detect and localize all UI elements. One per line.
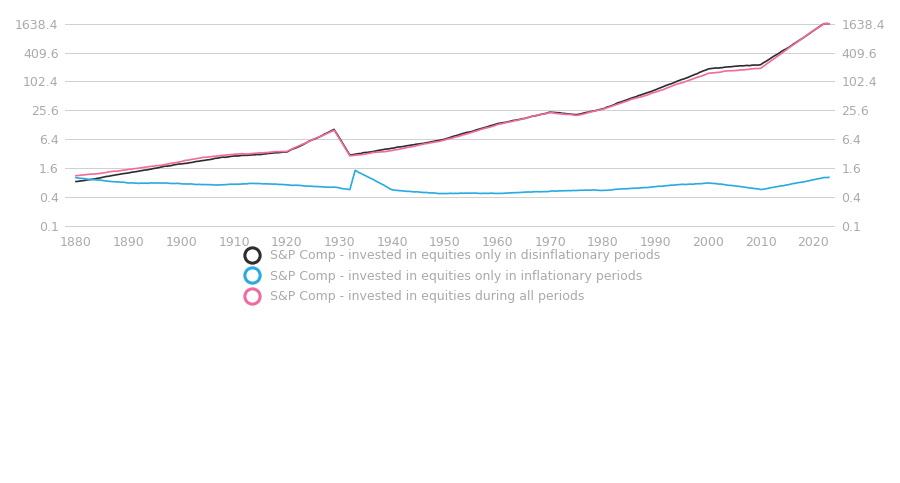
Legend: S&P Comp - invested in equities only in disinflationary periods, S&P Comp - inve: S&P Comp - invested in equities only in … (234, 244, 666, 308)
